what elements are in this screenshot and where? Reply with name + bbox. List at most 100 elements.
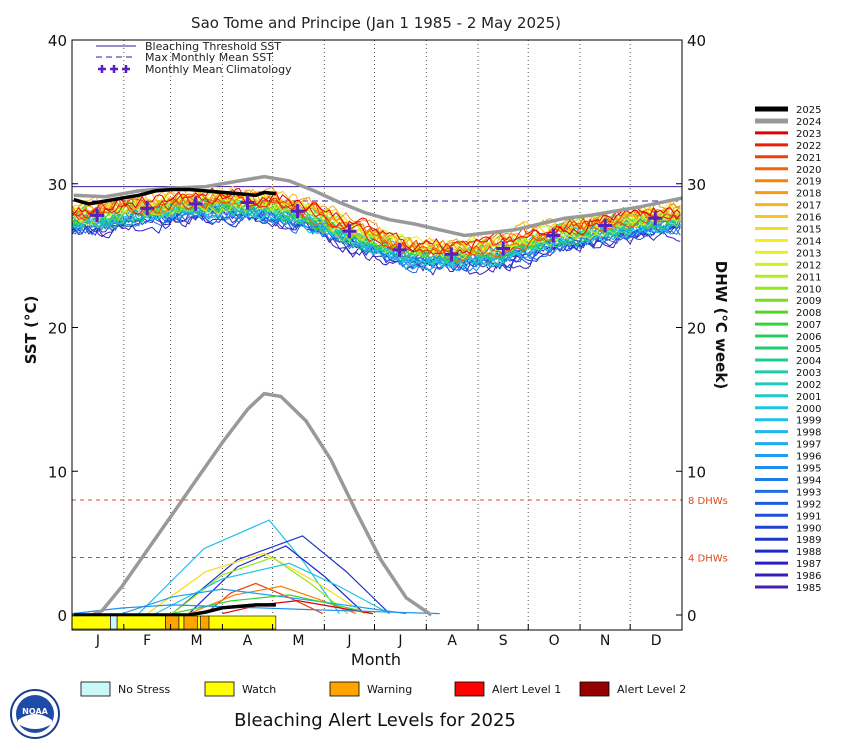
y-tick-label-left: 10 [48,463,67,481]
climatology-marker [392,242,407,257]
dhw-series-2024 [73,391,433,617]
y-tick-label-left: 0 [57,607,67,625]
noaa-logo-text: NOAA [22,707,48,716]
year-legend-label-2012: 2012 [796,260,821,271]
year-legend-label-1993: 1993 [796,487,821,498]
sst-series-2022 [72,188,681,255]
year-legend-label-2023: 2023 [796,129,821,140]
x-tick-label: J [95,633,100,649]
y-axis-label-left: SST (°C) [22,296,40,365]
sst-series-2018 [72,185,681,253]
alert-legend-label-alert1: Alert Level 1 [492,683,561,696]
alert-segment-no-stress [110,615,118,630]
year-legend-label-2025: 2025 [796,105,821,116]
year-legend-label-2004: 2004 [796,356,821,367]
climatology-marker [290,204,305,219]
dhw-series-11 [72,604,440,615]
year-legend-label-1990: 1990 [796,523,821,534]
y-tick-label-right: 30 [687,176,706,194]
climatology-marker [444,247,459,262]
year-legend-label-2014: 2014 [796,236,821,247]
y-tick-label-right: 0 [687,607,697,625]
alert-segment-watch [178,615,185,630]
alert-segment-warning [165,615,180,630]
sst-series-2025 [73,187,277,206]
plot-frame [71,39,683,631]
year-legend-label-2003: 2003 [796,368,821,379]
year-legend-label-2008: 2008 [796,308,821,319]
x-tick-label: F [143,633,151,649]
climatology-marker [140,201,155,216]
year-legend-label-1992: 1992 [796,499,821,510]
x-tick-label: D [651,633,662,649]
dhw-series-1 [171,535,390,615]
y-axis-label-right: DHW (°C week) [712,261,730,389]
sst-series-2019 [72,191,681,258]
year-legend-label-1998: 1998 [796,428,821,439]
plot-legend: Bleaching Threshold SST Max Monthly Mean… [96,40,292,76]
legend-climatology-label: Monthly Mean Climatology [145,63,292,76]
dhw-series-group [72,391,440,617]
year-legend-label-1988: 1988 [796,547,821,558]
year-legend-label-1994: 1994 [796,475,821,486]
x-tick-label: S [499,633,508,649]
y-tick-label-right: 40 [687,32,706,50]
year-legend-label-2019: 2019 [796,177,821,188]
climatology-marker [598,218,613,233]
alert-segment-warning [183,615,198,630]
year-legend-label-1999: 1999 [796,416,821,427]
axes: 0 10 20 30 40 0 10 20 30 40 J F M A M J J A S O N D [48,32,706,649]
alert-legend-swatch-alert1 [454,681,485,697]
dhw-series-3 [146,552,365,615]
year-legend-label-2024: 2024 [796,117,821,128]
alert-segment-watch [116,615,166,630]
year-legend-label-1996: 1996 [796,452,821,463]
x-tick-label: J [346,633,351,649]
sst-series-2010 [72,198,681,259]
alert-legend-label-no-stress: No Stress [118,683,171,696]
legend-threshold-label: Bleaching Threshold SST [145,40,281,53]
climatology-marker [648,211,663,226]
alert-legend-swatch-alert2 [579,681,610,697]
alert-level-legend: No Stress Watch Warning Alert Level 1 Alert … [80,681,686,697]
sst-series-2024 [73,174,682,238]
climatology-markers [90,195,663,262]
x-tick-label: A [447,633,457,649]
alert-legend-label-warning: Warning [367,683,412,696]
year-legend: 2025202420232022202120202019201820172016… [755,105,821,594]
dhw-series-2025 [73,603,276,617]
year-legend-label-1985: 1985 [796,583,821,594]
year-legend-label-2001: 2001 [796,392,821,403]
legend-climatology-marker [98,65,130,73]
alert-legend-swatch-no-stress [80,681,111,697]
alert-segment-watch [197,615,201,630]
x-tick-label: M [190,633,202,649]
year-legend-label-2007: 2007 [796,320,821,331]
year-legend-label-2021: 2021 [796,153,821,164]
year-legend-label-2005: 2005 [796,344,821,355]
dhw-reference-label: 4 DHWs [688,554,728,565]
y-tick-label-right: 20 [687,320,706,338]
y-tick-label-left: 20 [48,320,67,338]
year-legend-label-2017: 2017 [796,201,821,212]
dhw-series-2 [188,545,365,615]
alert-legend-swatch-warning [329,681,360,697]
x-tick-label: J [397,633,402,649]
year-legend-label-2013: 2013 [796,248,821,259]
dhw-series-8 [121,588,407,615]
climatology-marker [342,224,357,239]
climatology-marker [240,195,255,210]
sst-series-group [72,174,682,276]
legend-mmm-label: Max Monthly Mean SST [145,51,273,64]
year-legend-label-1997: 1997 [796,440,821,451]
year-legend-label-2000: 2000 [796,404,821,415]
year-legend-label-2011: 2011 [796,272,821,283]
year-legend-label-1995: 1995 [796,464,821,475]
climatology-marker [546,228,561,243]
alert-segment-watch [71,615,111,630]
year-legend-label-2015: 2015 [796,225,821,236]
alert-legend-swatch-watch [204,681,235,697]
dhw-series-5 [155,562,390,615]
year-legend-label-2022: 2022 [796,141,821,152]
x-tick-label: M [292,633,304,649]
